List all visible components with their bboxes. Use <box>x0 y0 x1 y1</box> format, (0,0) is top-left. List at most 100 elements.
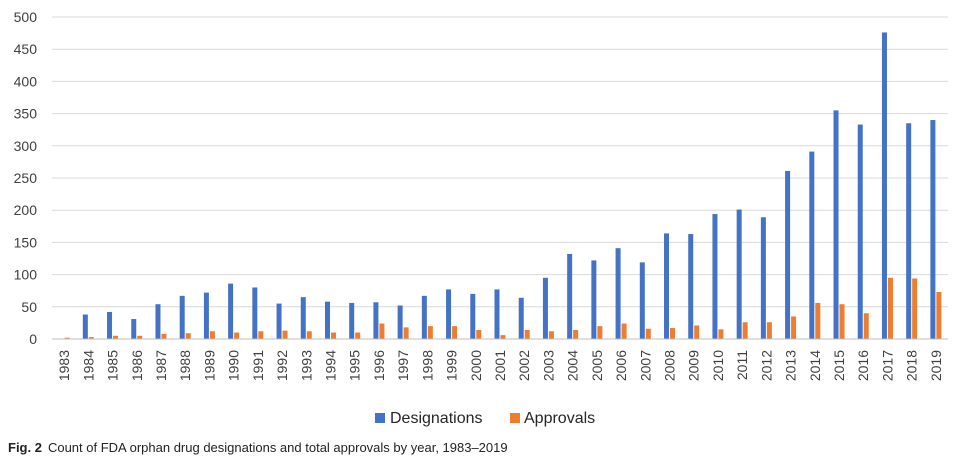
x-tick-label: 2014 <box>807 350 823 381</box>
designation-bar-2003 <box>542 277 548 339</box>
bars <box>64 32 942 340</box>
designation-bar-2013 <box>785 170 791 339</box>
approval-bar-1983 <box>64 337 70 339</box>
designation-bar-1985 <box>107 311 113 339</box>
designation-bar-2008 <box>664 233 670 339</box>
x-tick-label: 1983 <box>56 350 72 381</box>
designation-bar-1993 <box>300 297 306 339</box>
designation-bar-2018 <box>906 123 912 339</box>
approval-bar-2007 <box>645 328 651 339</box>
approval-bar-2006 <box>621 323 627 339</box>
approval-bar-2014 <box>815 302 821 339</box>
x-tick-label: 2008 <box>662 350 678 381</box>
y-tick-label: 450 <box>14 41 38 57</box>
designation-bar-1995 <box>349 302 355 339</box>
designation-bar-1990 <box>228 283 234 339</box>
x-tick-label: 2010 <box>710 350 726 381</box>
designation-bar-2015 <box>833 110 839 339</box>
designation-bar-2001 <box>494 289 500 339</box>
approval-bar-1999 <box>452 326 458 339</box>
legend-label-designations: Designations <box>390 410 483 427</box>
approval-bar-2010 <box>718 329 724 339</box>
designation-bar-1984 <box>82 314 88 339</box>
approval-bar-1989 <box>209 331 215 339</box>
x-tick-label: 2018 <box>904 350 920 381</box>
x-tick-label: 1989 <box>201 350 217 381</box>
x-tick-label: 1991 <box>250 350 266 381</box>
legend-swatch-approvals <box>510 413 520 423</box>
designation-bar-1986 <box>131 319 137 339</box>
designation-bar-2019 <box>930 120 936 339</box>
designation-bar-1997 <box>397 305 403 339</box>
approval-bar-2009 <box>694 325 700 339</box>
approval-bar-1991 <box>258 331 264 339</box>
approval-bar-2000 <box>476 329 482 339</box>
x-tick-label: 1996 <box>371 350 387 381</box>
x-tick-label: 1985 <box>105 350 121 381</box>
designation-bar-2009 <box>688 234 694 339</box>
approval-bar-1987 <box>161 333 167 339</box>
designation-bar-1991 <box>252 287 258 339</box>
x-tick-label: 1992 <box>274 350 290 381</box>
figure-label: Fig. 2 <box>8 440 42 455</box>
approval-bar-1995 <box>355 332 361 339</box>
y-tick-label: 400 <box>14 73 38 89</box>
designation-bar-2007 <box>639 262 645 339</box>
designation-bar-2011 <box>736 209 742 339</box>
caption-text: Count of FDA orphan drug designations an… <box>47 440 508 455</box>
designation-bar-2012 <box>760 217 766 339</box>
x-tick-label: 2019 <box>928 350 944 381</box>
x-tick-label: 2009 <box>686 350 702 381</box>
approval-bar-1992 <box>282 330 288 339</box>
x-tick-label: 2012 <box>758 350 774 381</box>
x-tick-label: 1990 <box>226 350 242 381</box>
x-tick-label: 2006 <box>613 350 629 381</box>
designation-bar-2002 <box>518 297 524 339</box>
approval-bar-2018 <box>912 278 918 339</box>
x-tick-label: 1995 <box>347 350 363 381</box>
approval-bar-1985 <box>113 335 119 339</box>
approval-bar-2005 <box>597 326 603 339</box>
x-tick-label: 2001 <box>492 350 508 381</box>
approval-bar-2004 <box>573 329 579 339</box>
y-tick-label: 150 <box>14 234 38 250</box>
designation-bar-1994 <box>324 301 330 339</box>
y-tick-label: 50 <box>21 299 37 315</box>
x-tick-label: 2000 <box>468 350 484 381</box>
y-tick-label: 300 <box>14 138 38 154</box>
x-tick-label: 2002 <box>516 350 532 381</box>
x-tick-label: 2011 <box>734 350 750 380</box>
x-tick-label: 1997 <box>395 350 411 381</box>
approval-bar-2013 <box>791 316 797 339</box>
designation-bar-2000 <box>470 293 476 339</box>
x-tick-label: 2004 <box>565 350 581 381</box>
designation-bar-2017 <box>881 32 887 340</box>
x-tick-label: 2016 <box>855 350 871 381</box>
y-tick-label: 350 <box>14 106 38 122</box>
designation-bar-1999 <box>446 289 452 339</box>
designation-bar-2004 <box>567 253 573 339</box>
approval-bar-1990 <box>234 332 240 339</box>
approval-bar-1993 <box>306 331 312 339</box>
approval-bar-2001 <box>500 335 506 339</box>
x-tick-label: 1984 <box>80 350 96 381</box>
approval-bar-2002 <box>524 329 530 339</box>
designation-bar-2010 <box>712 214 718 339</box>
approval-bar-1986 <box>137 335 143 339</box>
x-tick-label: 2017 <box>879 350 895 381</box>
designation-bar-1987 <box>155 304 161 339</box>
figure-caption: Fig. 2 Count of FDA orphan drug designati… <box>8 440 508 455</box>
approval-bar-2008 <box>670 328 676 339</box>
approval-bar-2017 <box>887 277 893 339</box>
designation-bar-1988 <box>179 295 185 339</box>
approval-bar-2019 <box>936 291 942 339</box>
x-tick-label: 2007 <box>637 350 653 381</box>
legend-swatch-designations <box>375 413 385 423</box>
approval-bar-1994 <box>330 332 336 339</box>
y-tick-label: 200 <box>14 202 38 218</box>
legend-label-approvals: Approvals <box>524 410 595 427</box>
y-tick-label: 100 <box>14 267 38 283</box>
x-tick-label: 2013 <box>783 350 799 381</box>
x-tick-label: 2005 <box>589 350 605 381</box>
